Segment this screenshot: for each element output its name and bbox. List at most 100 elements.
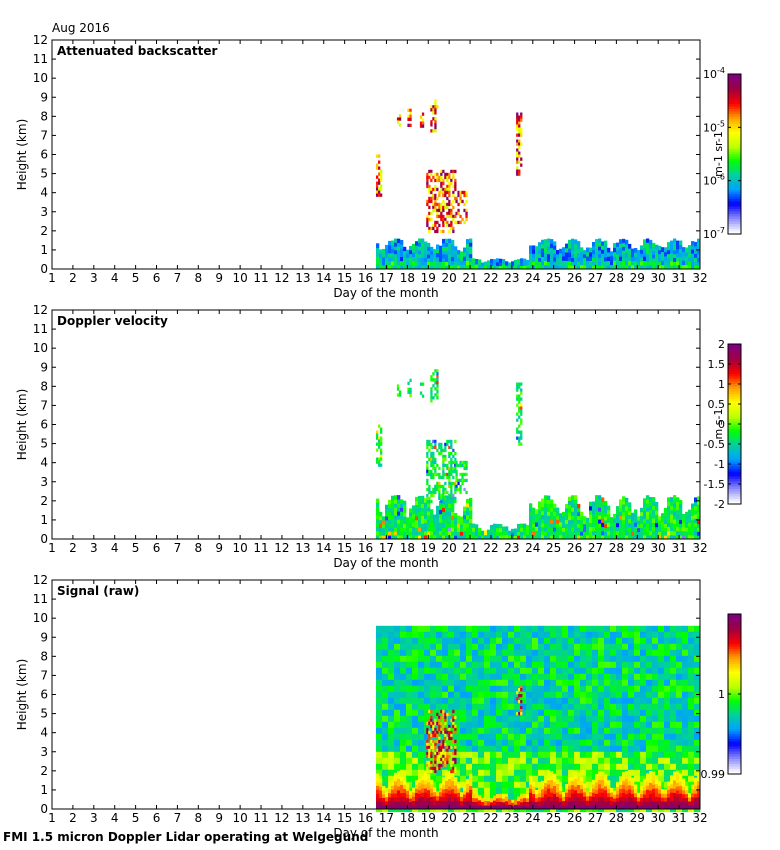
bl-cell <box>496 265 500 270</box>
colorbar-step <box>728 226 741 230</box>
bl-cell <box>463 510 467 516</box>
bl-cell <box>697 531 701 536</box>
surface-cell <box>496 801 500 806</box>
bl-cell <box>589 260 593 266</box>
surface-cell <box>643 793 647 799</box>
noise-cell <box>556 625 563 633</box>
cloud-cell <box>459 463 462 468</box>
noise-cell <box>466 733 473 741</box>
bl-cell <box>376 535 380 540</box>
noise-cell <box>400 709 407 717</box>
noise-cell <box>544 745 551 753</box>
cloud-cell <box>430 217 433 222</box>
bl-cell <box>589 505 593 511</box>
bl-cell <box>421 515 425 520</box>
bl-cell <box>448 507 452 512</box>
bl-cell <box>631 260 635 266</box>
surface-cell <box>457 800 461 806</box>
noise-cell <box>580 637 587 645</box>
colorbar-step <box>728 99 741 103</box>
bl-cell <box>457 257 461 262</box>
surface-cell <box>598 804 602 810</box>
noise-cell <box>628 739 635 747</box>
cloud-cell <box>426 451 429 456</box>
noise-cell <box>526 631 533 639</box>
noise-cell <box>664 745 671 753</box>
bl-cell <box>547 261 551 266</box>
noise-cell <box>622 733 629 741</box>
bl-cell <box>394 507 398 512</box>
bl-cell <box>493 527 497 532</box>
cloud-cell <box>407 114 410 118</box>
noise-cell <box>376 655 383 663</box>
bl-cell <box>430 513 434 519</box>
noise-cell <box>592 733 599 741</box>
noise-cell <box>472 691 479 699</box>
noise-cell <box>388 625 395 633</box>
bl-cell <box>448 242 452 247</box>
cloud-cell <box>432 457 435 462</box>
noise-cell <box>508 673 515 681</box>
cloud-cell <box>516 154 519 158</box>
noise-cell <box>664 625 671 633</box>
noise-cell <box>574 673 581 681</box>
bl-cell <box>442 519 446 524</box>
cloud-cell <box>432 108 435 112</box>
bl-cell <box>403 254 407 259</box>
noise-cell <box>652 739 659 747</box>
bl-cell <box>655 260 659 266</box>
noise-cell <box>574 655 581 663</box>
cloud-feature <box>426 439 457 504</box>
bl-cell <box>667 518 671 523</box>
noise-cell <box>640 655 647 663</box>
noise-cell <box>472 739 479 747</box>
bl-cell <box>553 515 557 520</box>
noise-cell <box>430 655 437 663</box>
bl-cell <box>601 497 605 503</box>
noise-cell <box>496 751 503 759</box>
bl-cell <box>688 245 692 250</box>
cloud-cell <box>452 460 455 465</box>
surface-cell <box>427 785 431 791</box>
bl-cell <box>631 248 635 254</box>
bl-cell <box>682 251 686 257</box>
noise-cell <box>550 691 557 699</box>
noise-cell <box>454 763 461 771</box>
cloud-cell <box>380 448 383 452</box>
y-tick-label: 2 <box>40 494 48 508</box>
noise-cell <box>574 667 581 675</box>
bl-cell <box>439 261 443 266</box>
cloud-cell <box>409 123 412 127</box>
colorbar-step <box>728 124 741 128</box>
surface-cell <box>439 800 443 806</box>
bl-cell <box>682 264 686 270</box>
bl-cell <box>613 251 617 257</box>
noise-cell <box>520 673 527 681</box>
noise-cell <box>382 745 389 753</box>
cloud-cell <box>434 178 437 183</box>
noise-cell <box>694 625 701 633</box>
bl-cell <box>652 513 656 519</box>
cloud-cell <box>430 460 433 465</box>
noise-cell <box>490 763 497 771</box>
surface-cell <box>685 793 689 798</box>
surface-cell <box>571 784 575 790</box>
bl-cell <box>604 512 608 517</box>
bl-cell <box>685 511 689 517</box>
bl-cell <box>466 531 470 536</box>
noise-cell <box>520 745 527 753</box>
bl-cell <box>670 526 674 532</box>
cloud-cell <box>430 472 433 477</box>
bl-cell <box>559 534 563 540</box>
x-tick-label: 27 <box>588 541 603 555</box>
surface-cell <box>682 793 686 799</box>
noise-cell <box>598 679 605 687</box>
bl-cell <box>562 515 566 521</box>
surface-cell <box>403 800 407 806</box>
noise-cell <box>604 673 611 681</box>
noise-cell <box>376 745 383 753</box>
noise-cell <box>556 661 563 669</box>
bl-cell <box>688 513 692 519</box>
bl-cell <box>421 265 425 270</box>
surface-cell <box>628 792 632 798</box>
